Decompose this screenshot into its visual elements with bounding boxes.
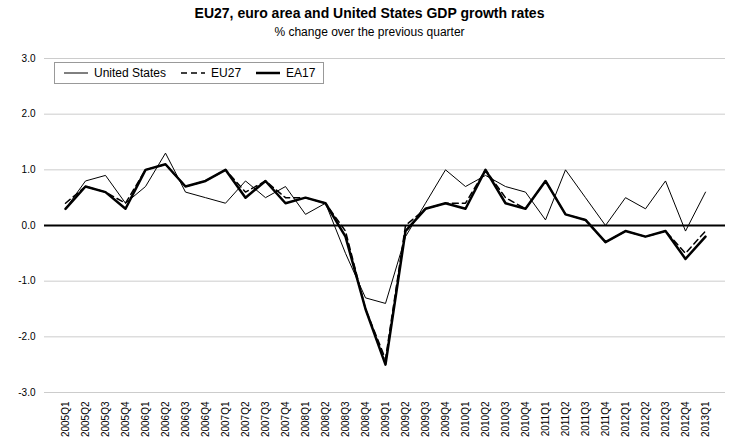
svg-text:2009Q1: 2009Q1 xyxy=(380,401,391,437)
svg-text:2008Q4: 2008Q4 xyxy=(360,401,371,437)
svg-text:2011Q1: 2011Q1 xyxy=(540,401,551,436)
svg-text:2.0: 2.0 xyxy=(22,108,36,119)
svg-text:2007Q3: 2007Q3 xyxy=(260,401,271,437)
svg-text:2012Q1: 2012Q1 xyxy=(620,401,631,437)
svg-text:2007Q4: 2007Q4 xyxy=(280,401,291,437)
svg-text:2010Q3: 2010Q3 xyxy=(500,401,511,437)
svg-text:2006Q3: 2006Q3 xyxy=(180,401,191,437)
svg-text:3.0: 3.0 xyxy=(22,53,36,64)
svg-text:-1.0: -1.0 xyxy=(18,275,36,286)
svg-text:2012Q4: 2012Q4 xyxy=(680,401,691,437)
svg-text:2010Q1: 2010Q1 xyxy=(460,401,471,437)
svg-text:-3.0: -3.0 xyxy=(18,387,36,398)
svg-text:2005Q1: 2005Q1 xyxy=(60,401,71,437)
svg-text:0.0: 0.0 xyxy=(22,220,36,231)
svg-text:2005Q4: 2005Q4 xyxy=(120,401,131,437)
svg-text:2009Q4: 2009Q4 xyxy=(440,401,451,437)
svg-text:2006Q4: 2006Q4 xyxy=(200,401,211,437)
svg-text:2005Q2: 2005Q2 xyxy=(80,401,91,437)
svg-text:2011Q4: 2011Q4 xyxy=(600,401,611,436)
svg-text:2006Q1: 2006Q1 xyxy=(140,401,151,437)
svg-text:2007Q2: 2007Q2 xyxy=(240,401,251,437)
svg-text:2013Q1: 2013Q1 xyxy=(700,401,711,437)
svg-text:2009Q2: 2009Q2 xyxy=(400,401,411,437)
svg-text:2010Q4: 2010Q4 xyxy=(520,401,531,437)
svg-text:1.0: 1.0 xyxy=(22,164,36,175)
svg-text:2012Q3: 2012Q3 xyxy=(660,401,671,437)
html-text:United States: United States xyxy=(94,66,166,80)
svg-text:2005Q3: 2005Q3 xyxy=(100,401,111,437)
svg-text:2008Q1: 2008Q1 xyxy=(300,401,311,437)
svg-text:2012Q2: 2012Q2 xyxy=(640,401,651,437)
svg-text:2008Q3: 2008Q3 xyxy=(340,401,351,437)
svg-text:2007Q1: 2007Q1 xyxy=(220,401,231,437)
svg-text:2010Q2: 2010Q2 xyxy=(480,401,491,437)
html-text:% change over the previous qua: % change over the previous quarter xyxy=(274,25,465,39)
html-text:EA17: EA17 xyxy=(286,66,316,80)
svg-text:2006Q2: 2006Q2 xyxy=(160,401,171,437)
svg-text:2008Q2: 2008Q2 xyxy=(320,401,331,437)
svg-text:2011Q2: 2011Q2 xyxy=(560,401,571,436)
svg-text:-2.0: -2.0 xyxy=(18,331,36,342)
html-text:EU27, euro area and United Sta: EU27, euro area and United States GDP gr… xyxy=(194,5,545,21)
svg-text:2011Q3: 2011Q3 xyxy=(580,401,591,436)
svg-text:2009Q3: 2009Q3 xyxy=(420,401,431,437)
html-text:EU27: EU27 xyxy=(211,66,242,80)
